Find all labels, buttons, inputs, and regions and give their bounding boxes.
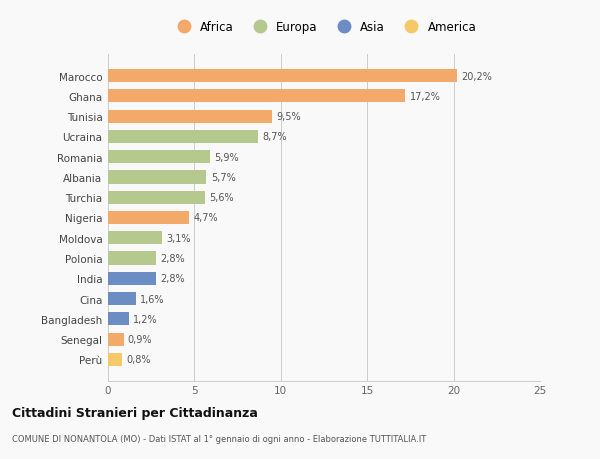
Bar: [108, 191, 205, 204]
Legend: Africa, Europa, Asia, America: Africa, Europa, Asia, America: [169, 18, 479, 36]
Text: Cittadini Stranieri per Cittadinanza: Cittadini Stranieri per Cittadinanza: [12, 406, 258, 419]
Text: 8,7%: 8,7%: [263, 132, 287, 142]
Text: 0,8%: 0,8%: [126, 355, 151, 364]
Bar: [108, 232, 161, 245]
Bar: [108, 272, 157, 285]
Text: 9,5%: 9,5%: [277, 112, 301, 122]
Bar: [108, 353, 122, 366]
Text: COMUNE DI NONANTOLA (MO) - Dati ISTAT al 1° gennaio di ogni anno - Elaborazione : COMUNE DI NONANTOLA (MO) - Dati ISTAT al…: [12, 434, 426, 443]
Bar: [108, 333, 124, 346]
Bar: [108, 70, 457, 83]
Text: 20,2%: 20,2%: [461, 72, 492, 81]
Text: 5,7%: 5,7%: [211, 173, 236, 183]
Text: 0,9%: 0,9%: [128, 334, 152, 344]
Bar: [108, 90, 405, 103]
Text: 1,2%: 1,2%: [133, 314, 158, 324]
Bar: [108, 130, 259, 144]
Bar: [108, 171, 206, 184]
Text: 2,8%: 2,8%: [161, 274, 185, 284]
Text: 4,7%: 4,7%: [194, 213, 218, 223]
Bar: [108, 252, 157, 265]
Text: 1,6%: 1,6%: [140, 294, 164, 304]
Bar: [108, 151, 210, 164]
Bar: [108, 313, 129, 326]
Bar: [108, 292, 136, 306]
Text: 2,8%: 2,8%: [161, 253, 185, 263]
Text: 3,1%: 3,1%: [166, 233, 190, 243]
Text: 5,6%: 5,6%: [209, 193, 234, 203]
Bar: [108, 110, 272, 123]
Bar: [108, 212, 189, 224]
Text: 5,9%: 5,9%: [214, 152, 239, 162]
Text: 17,2%: 17,2%: [410, 92, 440, 102]
